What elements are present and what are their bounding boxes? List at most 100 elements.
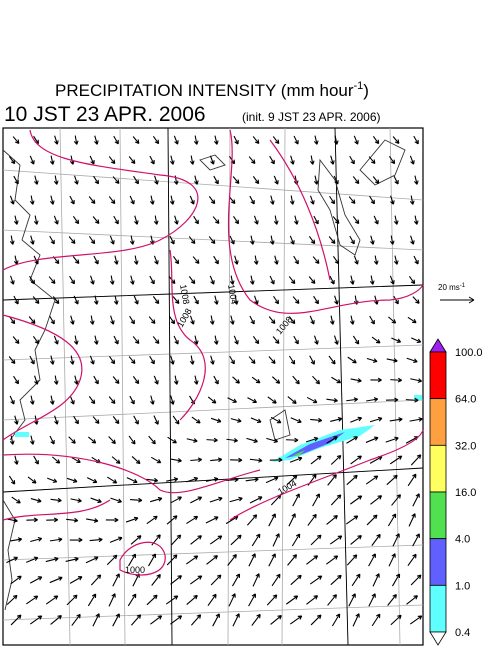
wind-arrow [33, 215, 39, 225]
wind-arrow [248, 356, 256, 364]
map-area: 1008 1004 1008 1008 1004 1000 [2, 127, 424, 646]
title-exponent: -1 [354, 80, 364, 92]
wind-arrow [112, 613, 120, 627]
wind-arrow [233, 135, 239, 145]
wind-arrow [330, 574, 342, 586]
isobars [2, 129, 424, 576]
wind-arrow [129, 395, 135, 405]
wind-arrow [149, 275, 155, 285]
wind-arrow [410, 574, 422, 586]
wind-arrow [230, 534, 242, 546]
wind-arrow [71, 457, 81, 463]
wind-arrow [329, 195, 336, 205]
colorbar-label: 1.0 [455, 580, 470, 592]
wind-arrow [71, 613, 81, 626]
wind-arrow [172, 296, 180, 304]
wind-arrow [49, 435, 55, 445]
wind-arrow [249, 195, 255, 205]
wind-arrow [346, 397, 359, 403]
wind-arrow [227, 397, 237, 403]
wind-arrow [329, 535, 343, 545]
wind-arrow [413, 175, 419, 185]
wind-arrow [205, 516, 219, 524]
wind-arrow [9, 195, 15, 205]
wind-arrow [246, 437, 258, 444]
colorbar-segment [429, 444, 447, 493]
wind-arrow [268, 553, 276, 567]
wind-arrow [249, 235, 255, 245]
wind-arrow [132, 376, 140, 385]
wind-arrow [411, 337, 422, 343]
wind-arrow [272, 136, 280, 145]
wind-arrow [45, 595, 59, 605]
wind-arrow [148, 553, 157, 567]
wind-arrow [329, 275, 335, 285]
wind-arrow [173, 135, 179, 145]
wind-arrow [248, 553, 256, 567]
title-text: PRECIPITATION INTENSITY (mm hour [55, 81, 354, 100]
wind-arrow [352, 216, 360, 225]
wind-arrow [186, 594, 198, 605]
wind-arrow [391, 494, 401, 506]
wind-arrow [109, 536, 123, 543]
wind-arrow [289, 195, 295, 205]
wind-arrow [6, 594, 18, 605]
wind-arrow [229, 315, 235, 325]
wind-arrow [153, 415, 159, 425]
wind-arrow [212, 613, 220, 627]
wind-arrow [229, 496, 243, 503]
wind-arrow [105, 517, 119, 523]
wind-arrow [313, 175, 319, 185]
wind-arrow [349, 315, 355, 325]
wind-arrow [233, 335, 239, 345]
wind-arrow [193, 335, 199, 345]
wind-arrow [409, 195, 415, 205]
wind-arrow [273, 175, 279, 185]
wind-arrow [212, 216, 220, 224]
wind-arrow [73, 295, 79, 305]
wind-arrow [312, 375, 321, 385]
wind-arrow [169, 315, 176, 325]
wind-arrow [369, 416, 383, 423]
wind-arrow [333, 335, 339, 345]
wind-arrow [51, 456, 61, 464]
wind-arrow [209, 315, 215, 325]
wind-arrow [412, 296, 420, 304]
wind-arrow [8, 356, 16, 365]
wind-arrow [66, 517, 79, 523]
wind-arrow [93, 175, 100, 185]
wind-arrow [386, 358, 398, 363]
wind-arrow [413, 255, 419, 265]
wind-arrow [146, 477, 159, 483]
wind-arrow [350, 495, 363, 505]
wind-arrow [369, 195, 375, 205]
wind-arrow [369, 315, 375, 325]
wind-arrow [34, 175, 39, 185]
title-close: ) [363, 81, 369, 100]
wind-arrow [230, 418, 242, 423]
wind-arrow [129, 235, 135, 245]
wind-arrow [289, 615, 303, 625]
wind-arrow [330, 155, 335, 165]
wind-arrow [68, 236, 76, 244]
wind-arrow [170, 458, 182, 463]
wind-arrow [113, 215, 119, 225]
wind-arrow [128, 435, 136, 445]
wind-arrow [127, 593, 137, 607]
wind-arrow [350, 455, 362, 465]
wind-arrow [189, 355, 195, 365]
wind-arrow [92, 416, 100, 424]
wind-arrow [228, 593, 236, 607]
wind-arrow [406, 357, 418, 363]
wind-arrow [331, 613, 341, 627]
wind-arrow [273, 295, 280, 305]
wind-arrow [10, 575, 22, 585]
wind-arrow [392, 533, 400, 547]
wind-arrow [352, 176, 360, 185]
wind-arrow [107, 476, 118, 484]
wind-arrow [269, 457, 283, 463]
wind-arrow [10, 537, 23, 542]
wind-arrow [30, 235, 35, 245]
wind-arrow [69, 195, 75, 205]
wind-arrow [248, 156, 256, 164]
